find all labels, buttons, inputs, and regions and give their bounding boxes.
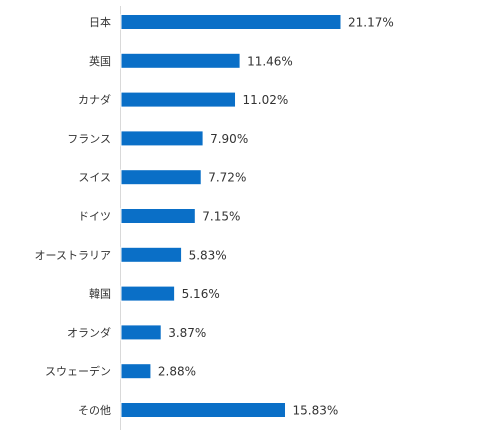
category-label-5: ドイツ xyxy=(78,210,111,223)
bar-0 xyxy=(120,14,342,30)
category-label-1: 英国 xyxy=(89,54,111,68)
category-label-10: その他 xyxy=(78,404,111,417)
value-label-2: 11.02% xyxy=(243,93,289,107)
value-label-10: 15.83% xyxy=(293,404,339,418)
bar-5 xyxy=(120,208,196,224)
bar-2 xyxy=(120,91,237,108)
category-label-6: オーストラリア xyxy=(35,249,111,262)
value-label-3: 7.90% xyxy=(210,132,248,146)
category-label-8: オランダ xyxy=(67,325,111,339)
bar-6 xyxy=(120,246,183,263)
category-label-4: スイス xyxy=(78,171,111,184)
category-label-2: カナダ xyxy=(78,93,111,107)
category-label-7: 韓国 xyxy=(89,288,111,301)
bar-10 xyxy=(120,402,287,418)
value-label-8: 3.87% xyxy=(168,326,206,340)
value-labels: 21.17% 11.46% 11.02% 7.90% 7.72% 7.15% 5.83% 5.… xyxy=(158,16,394,418)
bar-3 xyxy=(120,130,204,147)
value-label-7: 5.16% xyxy=(182,287,220,301)
category-label-9: スウェーデン xyxy=(45,364,111,378)
value-label-9: 2.88% xyxy=(158,365,196,379)
bar-9 xyxy=(120,363,152,380)
bars-layer xyxy=(120,14,342,418)
value-label-4: 7.72% xyxy=(208,171,246,185)
bar-7 xyxy=(120,285,176,302)
category-label-3: フランス xyxy=(67,132,111,145)
value-label-0: 21.17% xyxy=(348,16,394,30)
value-label-6: 5.83% xyxy=(189,248,227,262)
bar-1 xyxy=(120,52,241,69)
value-label-1: 11.46% xyxy=(247,54,293,68)
category-label-0: 日本 xyxy=(89,15,111,29)
bar-8 xyxy=(120,324,162,341)
value-label-5: 7.15% xyxy=(202,210,240,224)
bar-4 xyxy=(120,169,202,186)
